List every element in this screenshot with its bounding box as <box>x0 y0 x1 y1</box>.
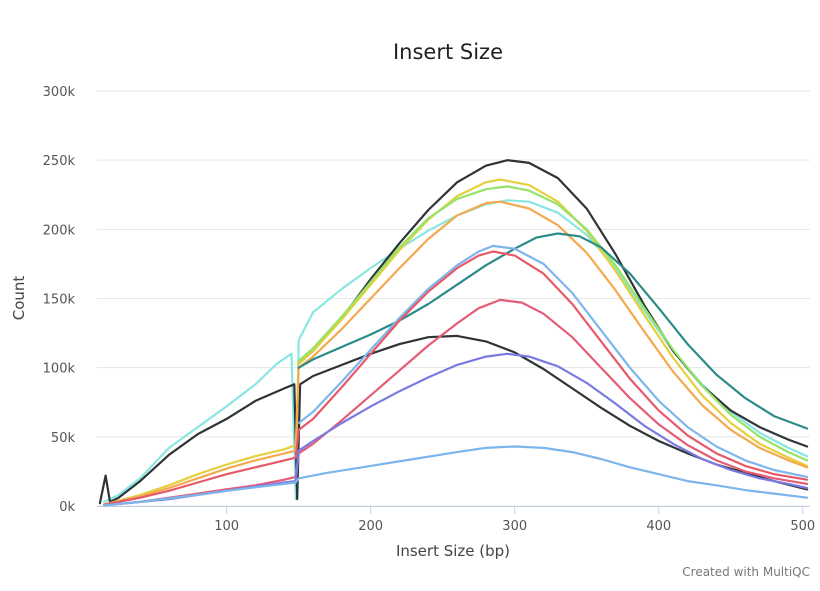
y-tick-label: 300k <box>43 85 76 100</box>
x-tick-labels: 100 200 300 400 500 <box>214 519 815 534</box>
y-tick-label: 0k <box>59 500 75 515</box>
y-tick-label: 150k <box>43 293 76 308</box>
series-line-1[interactable] <box>103 199 809 503</box>
multiqc-credit[interactable]: Created with MultiQC <box>682 565 810 579</box>
x-tick-label: 300 <box>502 519 527 534</box>
series-line-9[interactable] <box>103 250 809 506</box>
chart-title: Insert Size <box>393 40 503 64</box>
series-line-10[interactable] <box>103 298 809 507</box>
y-tick-labels: 0k 50k 100k 150k 200k 250k 300k <box>43 85 76 515</box>
series-line-7[interactable] <box>297 232 809 430</box>
x-tick-label: 400 <box>646 519 671 534</box>
plot-area <box>98 159 809 507</box>
y-axis-title: Count <box>10 276 28 321</box>
series-line-2[interactable] <box>98 334 809 505</box>
y-tick-label: 250k <box>43 154 76 169</box>
series-line-12[interactable] <box>103 445 809 507</box>
y-tick-label: 50k <box>51 431 76 446</box>
series-line-4[interactable] <box>103 178 809 506</box>
series-line-8[interactable] <box>297 244 809 478</box>
x-tick-label: 500 <box>790 519 815 534</box>
series-line-6[interactable] <box>103 200 809 506</box>
x-tick-label: 100 <box>214 519 239 534</box>
x-tick-label: 200 <box>358 519 383 534</box>
x-axis <box>97 506 810 514</box>
series-line-5[interactable] <box>297 185 809 462</box>
y-tick-label: 100k <box>43 362 76 377</box>
y-gridlines <box>97 90 810 507</box>
y-tick-label: 200k <box>43 223 76 238</box>
series-line-3[interactable] <box>297 159 809 448</box>
x-axis-title: Insert Size (bp) <box>396 542 510 560</box>
